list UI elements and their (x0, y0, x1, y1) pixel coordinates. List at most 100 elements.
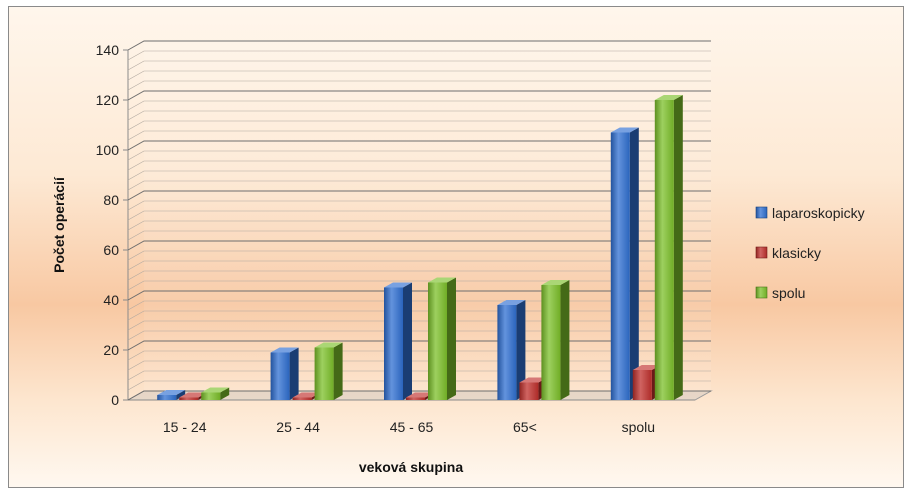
bar-side (560, 280, 570, 400)
bar-front (519, 382, 539, 400)
x-tick-labels: 15 - 24 25 - 44 45 - 65 65< spolu (163, 419, 655, 435)
bar-spolu-1 (314, 342, 343, 400)
legend-swatch (755, 206, 768, 219)
gridline-major (127, 40, 711, 51)
bar-front (428, 282, 447, 400)
gridline-minor (127, 100, 711, 111)
legend-item: klasicky (755, 245, 821, 261)
gridline-minor (127, 130, 711, 141)
y-tick-label: 60 (103, 242, 119, 258)
bar-front (292, 397, 312, 400)
y-tick-label: 120 (96, 92, 120, 108)
y-tick-label: 100 (96, 142, 120, 158)
bar-laparoskopicky-3 (497, 300, 526, 400)
legend-swatch (755, 246, 768, 259)
gridline-minor (127, 260, 711, 271)
bar-front (179, 397, 199, 400)
bar-side (447, 277, 456, 400)
gridline-minor (127, 150, 711, 161)
bar-top (406, 392, 434, 398)
x-tick-label: 45 - 65 (390, 419, 434, 435)
bar-front (157, 395, 177, 400)
bar-front (610, 132, 630, 400)
bars (157, 95, 683, 400)
y-axis-title: Počet operácií (51, 176, 67, 273)
bar-side (629, 127, 639, 400)
bar-front (541, 285, 561, 400)
bar-top (541, 280, 570, 285)
x-tick-label: 15 - 24 (163, 419, 207, 435)
bar-laparoskopicky-2 (384, 282, 412, 400)
bar-laparoskopicky-4 (610, 127, 639, 400)
gridline-minor (127, 50, 711, 61)
legend-item: spolu (755, 285, 805, 301)
bar-front (497, 305, 517, 400)
bar-top (428, 277, 456, 283)
legend-label: klasicky (772, 245, 821, 261)
bar-front (654, 100, 674, 400)
y-tick-label: 20 (103, 342, 119, 358)
gridline-major (127, 90, 711, 101)
legend-label: laparoskopicky (772, 205, 865, 221)
bar-side (176, 390, 186, 400)
gridline-minor (127, 270, 711, 281)
gridline-minor (127, 220, 711, 231)
bar-laparoskopicky-1 (270, 347, 299, 400)
bar-top (292, 392, 321, 398)
bar-front (632, 370, 652, 400)
y-tick-label: 140 (96, 42, 120, 58)
gridline-major (127, 190, 711, 201)
gridline-minor (127, 210, 711, 221)
bar-front (314, 347, 334, 400)
gridline-major (127, 140, 711, 151)
legend-label: spolu (772, 285, 805, 301)
gridline-minor (127, 170, 711, 181)
bar-spolu-4 (654, 95, 683, 400)
gridline-minor (127, 160, 711, 171)
gridline-minor (127, 70, 711, 81)
bar-side (220, 387, 230, 400)
bar-top (179, 392, 208, 398)
gridline-major (127, 240, 711, 251)
x-tick-label: spolu (622, 419, 655, 435)
bar-front (406, 397, 425, 400)
legend-swatch (755, 286, 768, 299)
chart-area (8, 6, 904, 488)
bar-top (384, 282, 412, 288)
bar-top (314, 342, 343, 348)
y-tick-label: 0 (111, 392, 119, 408)
bar-klasicky-4 (632, 365, 661, 400)
gridline-minor (127, 200, 711, 211)
gridline-minor (127, 180, 711, 191)
x-axis-title: veková skupina (359, 459, 463, 475)
x-tick-label: 65< (513, 419, 537, 435)
gridline-minor (127, 230, 711, 241)
bar-top (497, 300, 526, 305)
bar-side (403, 282, 412, 400)
bar-top (157, 390, 186, 395)
gridline-minor (127, 60, 711, 71)
gridline-minor (127, 120, 711, 131)
gridline-major (127, 290, 711, 301)
x-tick-label: 25 - 44 (276, 419, 320, 435)
gridline-minor (127, 280, 711, 291)
gridline-minor (127, 110, 711, 121)
y-tick-label: 80 (103, 192, 119, 208)
bar-side (516, 300, 526, 400)
bar-top (632, 365, 661, 370)
legend-item: laparoskopicky (755, 205, 865, 221)
legend: laparoskopicky klasicky spolu (755, 205, 865, 301)
bar-top (270, 347, 299, 353)
bar-side (289, 347, 299, 400)
bar-top (610, 127, 639, 133)
bar-spolu-0 (201, 387, 230, 400)
bar-top (519, 377, 548, 383)
bar-spolu-3 (541, 280, 570, 400)
gridline-minor (127, 80, 711, 91)
bar-side (333, 342, 343, 400)
gridline-minor (127, 250, 711, 261)
bar-laparoskopicky-0 (157, 390, 186, 400)
bar-side (673, 95, 683, 400)
bar-front (201, 392, 221, 400)
bar-top (654, 95, 683, 100)
